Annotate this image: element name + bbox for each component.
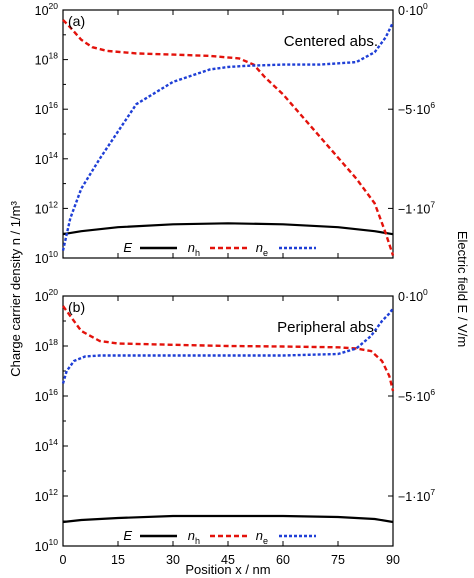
y-tick-label: 1014: [35, 150, 59, 167]
y2-tick-label: −1·107: [398, 199, 435, 216]
x-tick-label: 0: [60, 553, 67, 567]
panel-label: (a): [68, 13, 85, 29]
y2-tick-label: 0·100: [398, 287, 428, 304]
y-tick-label: 1010: [35, 537, 59, 554]
y-axis-left-title: Charge carrier density n / 1/m³: [8, 201, 23, 377]
series-line-nh: [62, 305, 395, 392]
series-line-E: [62, 222, 394, 236]
x-axis-title: Position x / nm: [185, 562, 270, 577]
x-tick-label: 75: [331, 553, 345, 567]
y2-tick-label: −5·106: [398, 100, 435, 117]
series-line-E: [62, 514, 394, 524]
x-tick-label: 90: [386, 553, 400, 567]
y-tick-label: 1020: [35, 287, 59, 304]
y-tick-label: 1016: [35, 387, 59, 404]
legend-label-nh: nh: [188, 528, 200, 546]
x-tick-label: 30: [166, 553, 180, 567]
x-tick-label: 15: [111, 553, 125, 567]
legend-label-ne: ne: [256, 240, 268, 258]
panel-title: Centered abs.: [284, 33, 378, 50]
x-tick-label: 60: [276, 553, 290, 567]
series-line-ne: [61, 307, 394, 384]
y-tick-label: 1020: [35, 1, 59, 18]
legend-label-E: E: [123, 240, 132, 255]
y-tick-label: 1014: [35, 437, 59, 454]
y-tick-label: 1012: [35, 487, 59, 504]
y-axis-right-title: Electric field E / V/m: [455, 231, 470, 347]
y-tick-label: 1012: [35, 199, 59, 216]
panel-title: Peripheral abs.: [277, 319, 378, 336]
y-tick-label: 1018: [35, 51, 59, 68]
panel-label: (b): [68, 299, 85, 315]
y2-tick-label: 0·100: [398, 1, 428, 18]
legend-label-nh: nh: [188, 240, 200, 258]
y2-tick-label: −5·106: [398, 387, 435, 404]
series-line-ne: [61, 21, 395, 251]
legend-label-E: E: [123, 528, 132, 543]
y2-tick-label: −1·107: [398, 487, 435, 504]
y-tick-label: 1010: [35, 249, 59, 266]
legend-label-ne: ne: [256, 528, 268, 546]
y-tick-label: 1016: [35, 100, 59, 117]
chart-panel-1: 1010 1012 1014 1016 1018 1020 0·100 −5·106 −1·10…: [35, 1, 436, 266]
y-tick-label: 1018: [35, 337, 59, 354]
chart-panel-2: 0 15 30 45 60 75 90 1010 1012 1014 1016 1018 1020 0·1…: [35, 287, 436, 567]
x-tick-label: 45: [221, 553, 235, 567]
series-line-nh: [62, 19, 395, 256]
